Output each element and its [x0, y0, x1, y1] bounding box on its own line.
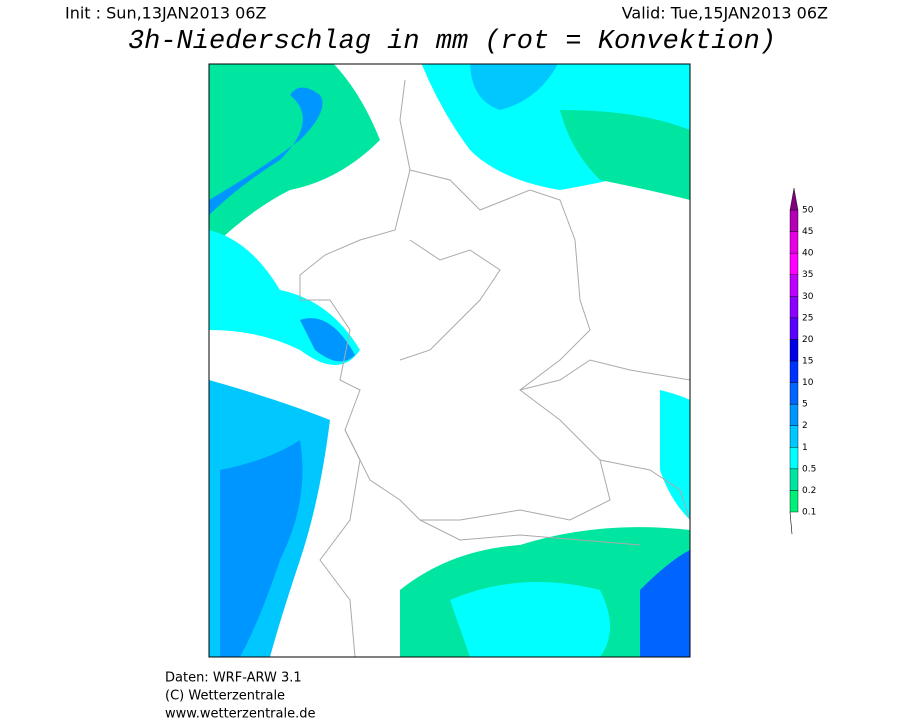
legend-swatch	[789, 274, 799, 297]
legend-swatch	[789, 296, 799, 319]
legend-label: 0.1	[802, 508, 816, 518]
legend-label: 30	[802, 292, 814, 302]
legend-label: 2	[802, 421, 808, 431]
legend-label: 25	[802, 313, 813, 323]
legend-label: 10	[802, 378, 814, 388]
country-borders	[299, 79, 691, 658]
legend-swatch	[789, 231, 799, 254]
legend-tail	[789, 511, 793, 535]
legend-swatch	[789, 490, 799, 513]
legend-swatch	[789, 360, 799, 383]
legend-label: 15	[802, 357, 813, 367]
legend-label: 35	[802, 270, 813, 280]
legend-swatch	[789, 382, 799, 405]
legend-swatch	[789, 252, 799, 275]
init-time: Init : Sun,13JAN2013 06Z	[65, 4, 267, 23]
footer-line: Daten: WRF-ARW 3.1	[165, 671, 302, 686]
legend-label: 5	[802, 400, 808, 410]
legend-label: 1	[802, 443, 808, 453]
legend-swatch	[789, 425, 799, 448]
legend-arrow	[789, 187, 799, 211]
legend-swatch	[789, 447, 799, 470]
legend-label: 40	[802, 249, 814, 259]
map-frame	[208, 63, 691, 658]
valid-time: Valid: Tue,15JAN2013 06Z	[622, 4, 828, 23]
legend-swatch	[789, 317, 799, 340]
precip-field	[209, 64, 690, 657]
map-title: 3h-Niederschlag in mm (rot = Konvektion)	[128, 27, 776, 57]
legend-label: 0.5	[802, 464, 816, 474]
footer-line: (C) Wetterzentrale	[165, 689, 285, 704]
legend-swatch	[789, 209, 799, 232]
legend-label: 0.2	[802, 486, 816, 496]
legend-label: 45	[802, 227, 813, 237]
legend-swatch	[789, 403, 799, 426]
legend-swatch	[789, 339, 799, 362]
legend-label: 20	[802, 335, 814, 345]
legend-label: 50	[802, 206, 814, 216]
footer-line: www.wetterzentrale.de	[165, 707, 315, 720]
legend-swatch	[789, 468, 799, 491]
